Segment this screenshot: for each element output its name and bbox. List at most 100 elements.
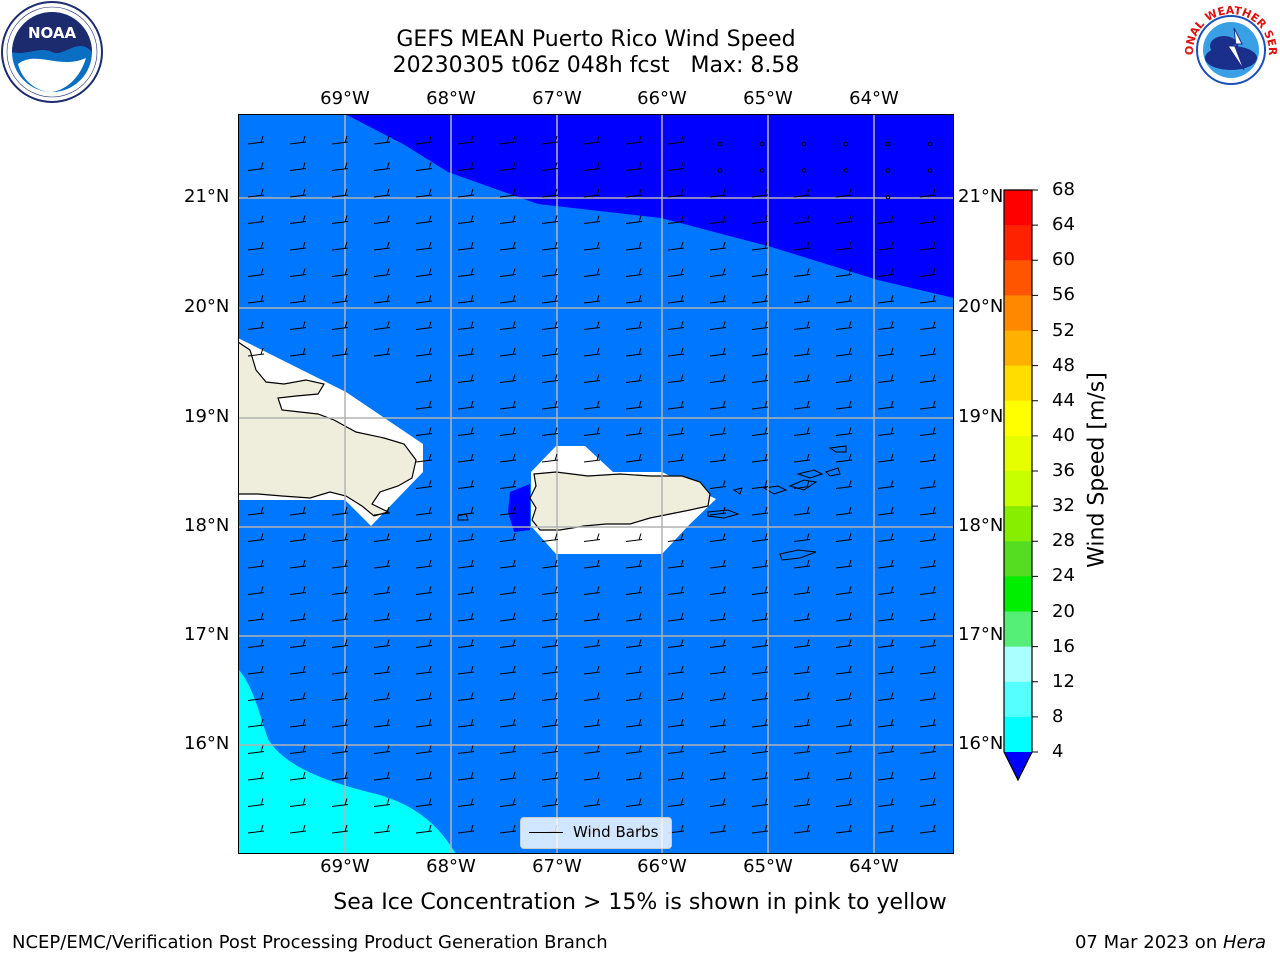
wind-barb xyxy=(331,824,349,834)
wind-barb xyxy=(247,559,265,569)
colorbar-band xyxy=(1004,190,1032,226)
wind-barb xyxy=(919,824,937,834)
anegada-outline xyxy=(825,467,841,477)
wind-barb xyxy=(289,612,307,622)
wind-barb xyxy=(499,533,517,542)
wind-barb xyxy=(583,718,601,728)
wind-barb xyxy=(373,612,391,622)
wind-barb xyxy=(331,135,349,145)
wind-barb xyxy=(373,533,391,542)
wind-barb xyxy=(877,453,895,463)
calm-marker xyxy=(843,168,849,173)
wind-barb xyxy=(667,241,685,251)
footer-credit: NCEP/EMC/Verification Post Processing Pr… xyxy=(12,932,608,953)
wind-barb xyxy=(919,374,937,383)
wind-barb xyxy=(667,533,685,542)
wind-barb xyxy=(457,586,475,595)
wind-barb xyxy=(373,188,391,198)
wind-barb xyxy=(625,241,643,251)
wind-barb xyxy=(793,374,811,383)
wind-barb xyxy=(667,215,685,224)
wind-barb xyxy=(415,427,433,436)
wind-barb xyxy=(373,321,391,330)
colorbar-band xyxy=(1004,400,1032,437)
calm-marker xyxy=(927,168,933,173)
wind-barb xyxy=(541,188,559,198)
culebra-vieques-outline xyxy=(707,509,740,519)
colorbar-under-triangle xyxy=(1004,752,1032,780)
wind-barb xyxy=(583,347,601,357)
wind-barb xyxy=(541,374,559,383)
wind-barb xyxy=(499,400,517,410)
wind-barb xyxy=(583,188,601,198)
wind-barb xyxy=(709,480,727,489)
wind-barb xyxy=(709,506,727,516)
wind-barb xyxy=(793,321,811,330)
wind-barb xyxy=(835,374,853,383)
wind-barb xyxy=(667,453,685,463)
wind-barb xyxy=(289,745,307,754)
wind-barb xyxy=(247,241,265,251)
wind-barb xyxy=(331,241,349,251)
wind-barb xyxy=(709,665,727,675)
wind-barb xyxy=(499,321,517,330)
calm-marker xyxy=(885,141,891,147)
wind-barb xyxy=(835,798,853,807)
wind-barb xyxy=(415,639,433,648)
wind-barb xyxy=(835,321,853,330)
wind-barb xyxy=(835,453,853,463)
wind-barb xyxy=(919,612,937,622)
wind-barb xyxy=(709,586,727,595)
wind-barb xyxy=(919,639,937,648)
wind-barb xyxy=(499,162,517,171)
wind-barb xyxy=(793,665,811,675)
wind-barb xyxy=(457,215,475,224)
wind-barb xyxy=(247,798,265,807)
wind-barb xyxy=(709,718,727,728)
wind-barb xyxy=(625,559,643,569)
wind-barb xyxy=(457,692,475,701)
wind-barb xyxy=(625,400,643,410)
wind-barb xyxy=(793,771,811,781)
lat-label-left: 21°N xyxy=(184,186,230,207)
wind-barb xyxy=(625,771,643,781)
wind-barb xyxy=(499,692,517,701)
virgin-island-outline xyxy=(788,479,818,491)
wind-barb xyxy=(583,400,601,410)
wind-barb xyxy=(667,745,685,754)
wind-barb xyxy=(373,718,391,728)
wind-barb xyxy=(247,612,265,622)
wind-barb xyxy=(667,188,685,198)
wind-barb xyxy=(583,745,601,754)
lat-label-left: 18°N xyxy=(184,515,230,536)
colorbar-band xyxy=(1004,295,1032,331)
wind-barb xyxy=(331,559,349,569)
wind-barb xyxy=(667,374,685,383)
wind-barb xyxy=(835,241,853,251)
calm-marker xyxy=(843,141,849,147)
wind-barb xyxy=(415,374,433,383)
colorbar-tick-label: 52 xyxy=(1052,319,1075,341)
noaa-logo-text: NOAA xyxy=(28,24,77,42)
wind-barb xyxy=(877,798,895,807)
wind-barb xyxy=(709,559,727,569)
legend: Wind Barbs xyxy=(520,817,672,849)
wind-barb xyxy=(919,241,937,251)
wind-barb xyxy=(289,215,307,224)
wind-barb xyxy=(457,771,475,781)
wind-barb xyxy=(835,586,853,595)
wind-barb xyxy=(793,480,811,489)
wind-barb xyxy=(793,745,811,754)
lat-label-right: 17°N xyxy=(958,624,1004,645)
wind-barb xyxy=(373,347,391,357)
wind-barb xyxy=(247,347,265,357)
wind-barb xyxy=(457,559,475,569)
colorbar-band xyxy=(1004,471,1032,507)
wind-barb xyxy=(331,162,349,171)
wind-barb xyxy=(835,745,853,754)
wind-barb xyxy=(415,294,433,304)
wind-barb xyxy=(709,824,727,834)
wind-barb xyxy=(247,215,265,224)
wind-barb xyxy=(667,162,685,171)
wind-barb xyxy=(331,612,349,622)
